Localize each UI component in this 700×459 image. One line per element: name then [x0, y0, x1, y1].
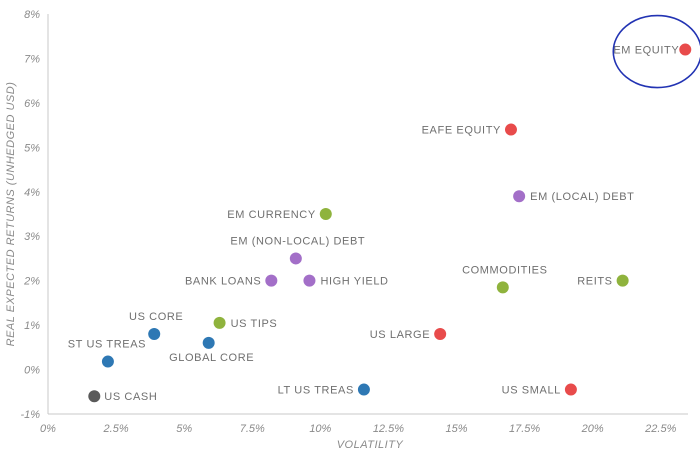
point-label-reits: REITS	[577, 276, 612, 288]
y-tick-label: 0%	[24, 365, 40, 377]
y-tick-label: 3%	[24, 231, 40, 243]
x-tick-label: 5%	[176, 423, 192, 435]
point-reits	[616, 274, 629, 287]
point-label-eafe-equity: EAFE EQUITY	[422, 125, 501, 137]
point-label-em-non-local-debt: EM (NON-LOCAL) DEBT	[230, 235, 365, 247]
point-em-equity	[679, 43, 692, 56]
x-tick-label: 0%	[40, 423, 56, 435]
y-tick-label: 7%	[24, 53, 40, 65]
point-labels: EM EQUITY EAFE EQUITY US LARGE US SMALL EM (…	[68, 45, 679, 404]
point-us-large	[434, 328, 447, 340]
y-tick-label: 8%	[24, 9, 40, 21]
point-us-small	[564, 383, 577, 396]
point-label-us-large: US LARGE	[370, 329, 430, 341]
point-label-st-us-treas: ST US TREAS	[68, 339, 146, 351]
point-eafe-equity	[504, 123, 517, 136]
point-label-commodities: COMMODITIES	[462, 264, 547, 276]
y-tick-label: 1%	[24, 320, 40, 332]
point-label-us-tips: US TIPS	[231, 318, 278, 330]
point-us-core	[148, 328, 161, 340]
y-tick-label: 5%	[24, 142, 40, 154]
point-us-cash	[88, 390, 101, 403]
point-label-us-small: US SMALL	[502, 385, 561, 397]
y-tick-label: 2%	[23, 276, 40, 288]
x-tick-label: 15%	[445, 423, 467, 435]
x-tick-label: 10%	[309, 423, 331, 435]
point-label-global-core: GLOBAL CORE	[169, 352, 254, 364]
point-em-local-debt	[513, 190, 526, 203]
point-label-bank-loans: BANK LOANS	[185, 276, 261, 288]
point-st-us-treas	[101, 355, 114, 368]
x-tick-label: 22.5%	[644, 423, 676, 435]
x-axis-ticks: 0% 2.5% 5% 7.5% 10% 12.5% 15% 17.5% 20% 22.5%	[40, 423, 677, 435]
y-tick-label: 6%	[24, 98, 40, 110]
y-axis-ticks: -1% 0% 1% 2% 3% 4% 5% 6% 7% 8%	[20, 9, 40, 421]
y-tick-label: 4%	[24, 187, 40, 199]
point-label-us-core: US CORE	[129, 311, 183, 323]
y-axis-label: REAL EXPECTED RETURNS (UNHEDGED USD)	[5, 82, 17, 347]
point-em-currency	[319, 208, 332, 220]
point-high-yield	[303, 274, 316, 287]
point-label-lt-us-treas: LT US TREAS	[278, 385, 354, 397]
point-label-us-cash: US CASH	[104, 391, 157, 403]
y-tick-label: -1%	[20, 409, 40, 421]
point-label-em-equity: EM EQUITY	[613, 45, 679, 57]
point-label-em-local-debt: EM (LOCAL) DEBT	[530, 191, 634, 203]
x-tick-label: 17.5%	[509, 423, 540, 435]
x-tick-label: 20%	[581, 423, 604, 435]
point-bank-loans	[265, 274, 278, 287]
point-lt-us-treas	[357, 383, 370, 396]
point-us-tips	[213, 316, 226, 329]
highlight-layer	[612, 14, 700, 89]
point-label-em-currency: EM CURRENCY	[227, 209, 316, 221]
x-tick-label: 12.5%	[373, 423, 404, 435]
x-tick-label: 7.5%	[240, 423, 265, 435]
point-em-non-local-debt	[289, 252, 302, 265]
x-tick-label: 2.5%	[103, 423, 129, 435]
point-commodities	[496, 281, 509, 294]
point-global-core	[202, 336, 215, 349]
highlight-ellipse	[612, 14, 700, 89]
data-points	[88, 43, 692, 403]
x-axis-label: VOLATILITY	[337, 439, 404, 451]
point-label-high-yield: HIGH YIELD	[320, 276, 388, 288]
